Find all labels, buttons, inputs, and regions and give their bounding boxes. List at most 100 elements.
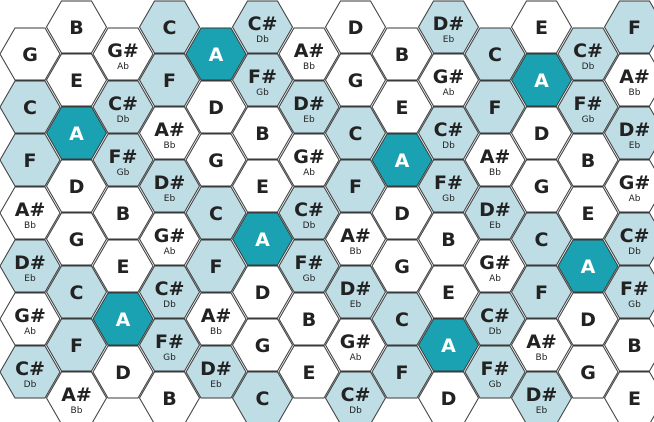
note-cell: F#Gb (464, 345, 526, 399)
note-label: G# (619, 172, 651, 194)
note-hexagon (603, 318, 654, 372)
note-hexagon (371, 186, 433, 240)
note-label: E (628, 388, 641, 410)
note-label: C# (294, 199, 324, 221)
note-label: C (256, 388, 270, 410)
note-hexagon (464, 186, 526, 240)
note-cell: A (417, 318, 480, 372)
note-cell: E (231, 159, 294, 213)
note-label: D (115, 362, 131, 384)
note-hexagon (464, 133, 526, 187)
note-label: G# (107, 40, 139, 62)
note-cell: A (371, 133, 433, 187)
note-cell: G#Ab (603, 159, 654, 213)
note-label: C# (248, 13, 278, 35)
enharmonic-label: Bb (71, 406, 83, 416)
note-label: G (255, 335, 271, 357)
note-hexagon (371, 80, 433, 134)
note-cell: G#Ab (464, 239, 526, 293)
note-hexagon (603, 53, 654, 107)
note-cell: B (557, 133, 619, 187)
note-hexagon (603, 0, 654, 54)
note-cell: A#Bb (0, 186, 61, 240)
note-hexagon (185, 345, 247, 399)
note-cell: B (138, 371, 201, 422)
note-label: G (69, 229, 85, 251)
note-label: A# (526, 331, 557, 353)
note-label: C# (434, 119, 464, 141)
note-cell: G#Ab (278, 133, 340, 187)
note-cell: A#Bb (324, 212, 387, 266)
note-cell: D (371, 186, 433, 240)
note-hexagon (557, 292, 619, 346)
note-label: G# (293, 146, 325, 168)
note-label: F# (155, 331, 184, 353)
note-label: C (349, 123, 363, 145)
note-cell: C#Db (0, 345, 61, 399)
note-hexagon (92, 239, 154, 293)
enharmonic-label: Bb (489, 168, 501, 178)
note-label: C# (108, 93, 138, 115)
note-hexagon (185, 239, 247, 293)
note-cell: A#Bb (603, 53, 654, 107)
note-hexagon (92, 345, 154, 399)
note-cell: A#Bb (138, 106, 201, 160)
note-label: G (580, 362, 596, 384)
note-cell: C (138, 0, 201, 54)
note-cell: E (557, 186, 619, 240)
note-hexagon (92, 292, 154, 346)
note-cell: A (92, 292, 154, 346)
note-hexagon (464, 239, 526, 293)
note-label: F (163, 70, 176, 92)
note-label: A (395, 150, 410, 172)
note-label: E (535, 17, 548, 39)
note-label: F# (295, 252, 324, 274)
note-cell: F (510, 265, 573, 319)
note-hexagon (278, 27, 340, 81)
note-label: A (581, 256, 596, 278)
note-hexagon (371, 27, 433, 81)
note-cell: D#Eb (278, 80, 340, 134)
note-cell: F#Gb (138, 318, 201, 372)
note-hexagon (324, 212, 387, 266)
note-cell: B (417, 212, 480, 266)
note-label: A (209, 44, 224, 66)
note-cell: F (324, 159, 387, 213)
enharmonic-label: Ab (489, 274, 501, 284)
note-label: D (394, 203, 410, 225)
note-hexagon (231, 212, 294, 266)
note-cell: E (45, 53, 108, 107)
note-hexagon (278, 292, 340, 346)
note-label: D (534, 123, 550, 145)
note-hexagon (0, 239, 61, 293)
note-label: F# (574, 93, 603, 115)
enharmonic-label: Ab (164, 247, 176, 257)
note-cell: F (45, 318, 108, 372)
note-label: C (209, 203, 223, 225)
note-label: D# (14, 252, 46, 274)
note-hexagon (464, 80, 526, 134)
enharmonic-label: Db (489, 327, 502, 337)
note-cell: E (510, 0, 573, 54)
note-label: G (348, 70, 364, 92)
note-label: F (535, 282, 548, 304)
note-cell: E (371, 80, 433, 134)
note-cell: D (92, 345, 154, 399)
note-cell: F#Gb (417, 159, 480, 213)
note-cell: C#Db (278, 186, 340, 240)
note-label: C# (480, 305, 510, 327)
note-cell: D (417, 371, 480, 422)
note-cell: A (510, 53, 573, 107)
note-label: F (489, 97, 502, 119)
note-label: D# (619, 119, 651, 141)
note-cell: C#Db (92, 80, 154, 134)
note-label: C (23, 97, 37, 119)
note-label: F (70, 335, 83, 357)
note-cell: E (92, 239, 154, 293)
note-cell: D#Eb (510, 371, 573, 422)
note-hexagon (557, 239, 619, 293)
note-label: A# (340, 225, 371, 247)
note-hexagon (92, 27, 154, 81)
enharmonic-label: Db (117, 115, 130, 125)
note-hexagon (510, 53, 573, 107)
